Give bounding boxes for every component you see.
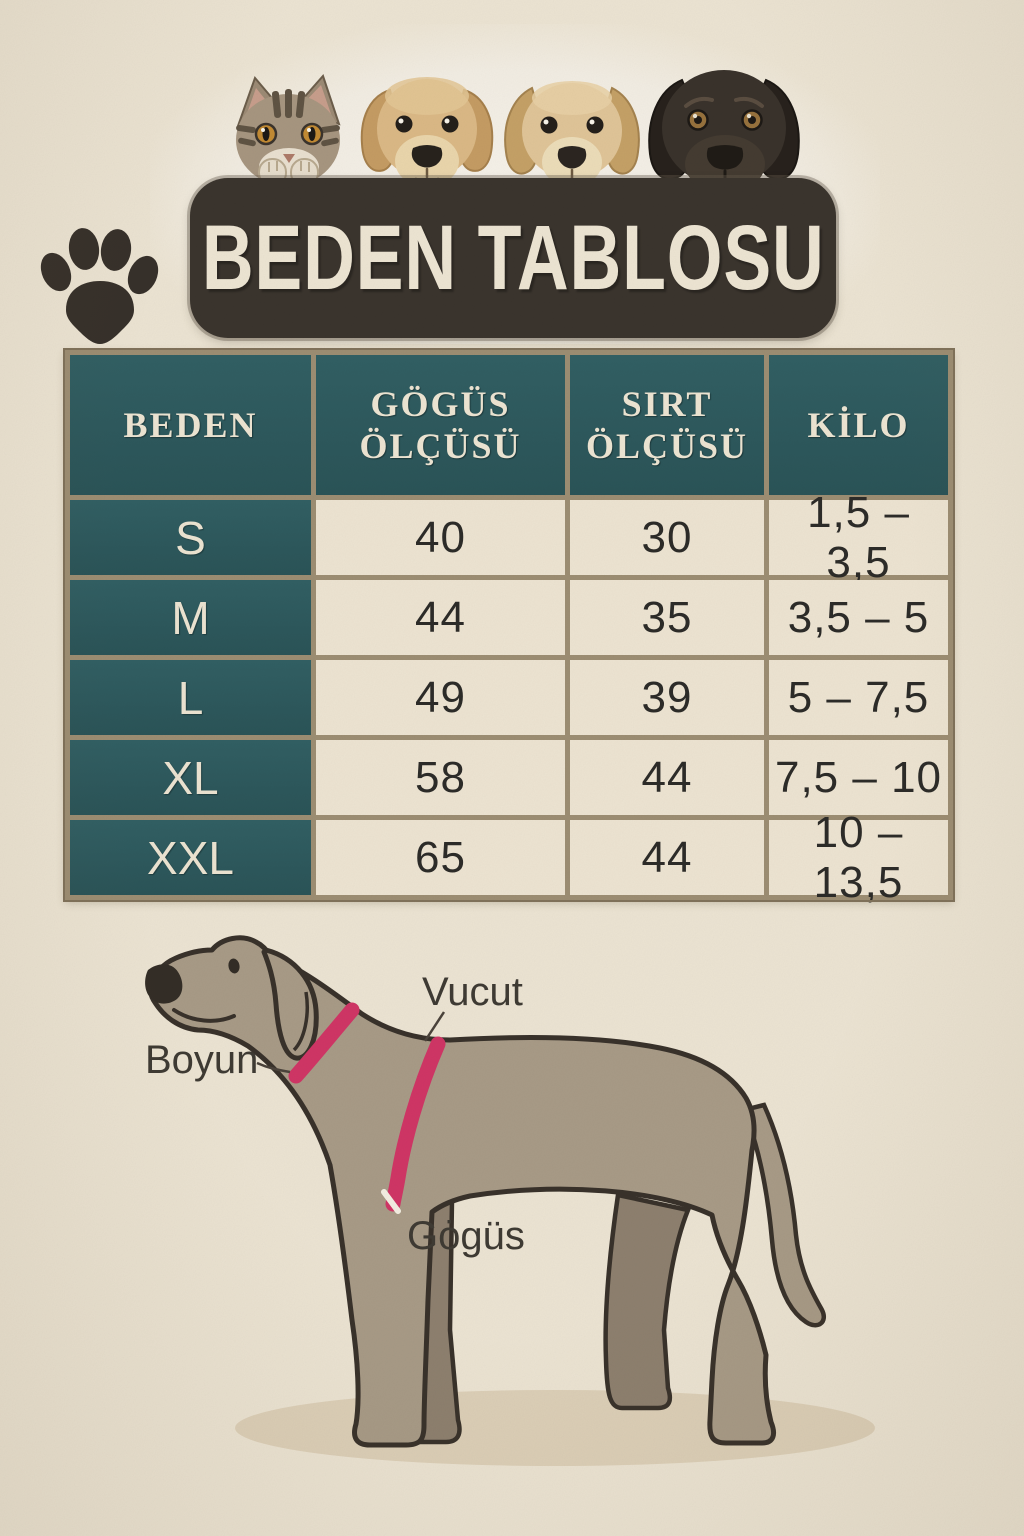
paw-print-icon (40, 228, 159, 344)
dog-eye (228, 958, 240, 974)
body-measure-label: Vucut (422, 970, 523, 1014)
column-header-kilo: KİLO (769, 355, 948, 495)
vucut-leader-line (423, 1011, 446, 1042)
dog-shadow (235, 1390, 875, 1466)
chest-value: 44 (316, 580, 565, 655)
yellow-labrador-icon (504, 81, 640, 187)
weight-value: 1,5 – 3,5 (769, 488, 948, 587)
chest-band-tick (381, 1189, 401, 1214)
column-header-sirt-olcusu: SIRT ÖLÇÜSÜ (570, 355, 764, 495)
chest-value: 58 (316, 740, 565, 815)
back-value: 35 (570, 580, 764, 655)
column-header-gogus-olcusu: GÖGÜS ÖLÇÜSÜ (316, 355, 565, 495)
neck-measure-band (288, 1002, 360, 1084)
back-value: 30 (570, 500, 764, 575)
column-header-beden: BEDEN (70, 355, 311, 495)
size-label: XL (70, 740, 311, 815)
back-value: 39 (570, 660, 764, 735)
chest-measure-band (385, 1036, 446, 1212)
dog-mouth (172, 1008, 236, 1023)
neck-measure-label: Boyun (145, 1038, 259, 1082)
dog-far-hind-leg (603, 1192, 692, 1411)
golden-retriever-puppy-icon (360, 77, 494, 187)
weight-value: 3,5 – 5 (769, 580, 948, 655)
tabby-cat-icon (236, 74, 341, 186)
size-label: S (70, 500, 311, 575)
dog-ear (261, 947, 319, 1061)
size-label: M (70, 580, 311, 655)
chest-value: 49 (316, 660, 565, 735)
weight-value: 10 – 13,5 (769, 808, 948, 907)
chest-value: 65 (316, 820, 565, 895)
dog-tail (740, 1102, 826, 1328)
weight-value: 5 – 7,5 (769, 660, 948, 735)
back-value: 44 (570, 820, 764, 895)
title-banner: BEDEN TABLOSU (190, 178, 836, 338)
size-label: XXL (70, 820, 311, 895)
size-label: L (70, 660, 311, 735)
weight-value: 7,5 – 10 (769, 740, 948, 815)
boyun-leader-line (256, 1061, 291, 1074)
chest-value: 40 (316, 500, 565, 575)
back-value: 44 (570, 740, 764, 815)
dog-nose (145, 964, 183, 1004)
black-labrador-icon (648, 70, 800, 193)
size-table: BEDEN GÖGÜS ÖLÇÜSÜ SIRT ÖLÇÜSÜ KİLO S 40 3… (63, 348, 955, 907)
chest-measure-label: Gȯgüs (407, 1214, 525, 1258)
page-title: BEDEN TABLOSU (201, 206, 825, 309)
